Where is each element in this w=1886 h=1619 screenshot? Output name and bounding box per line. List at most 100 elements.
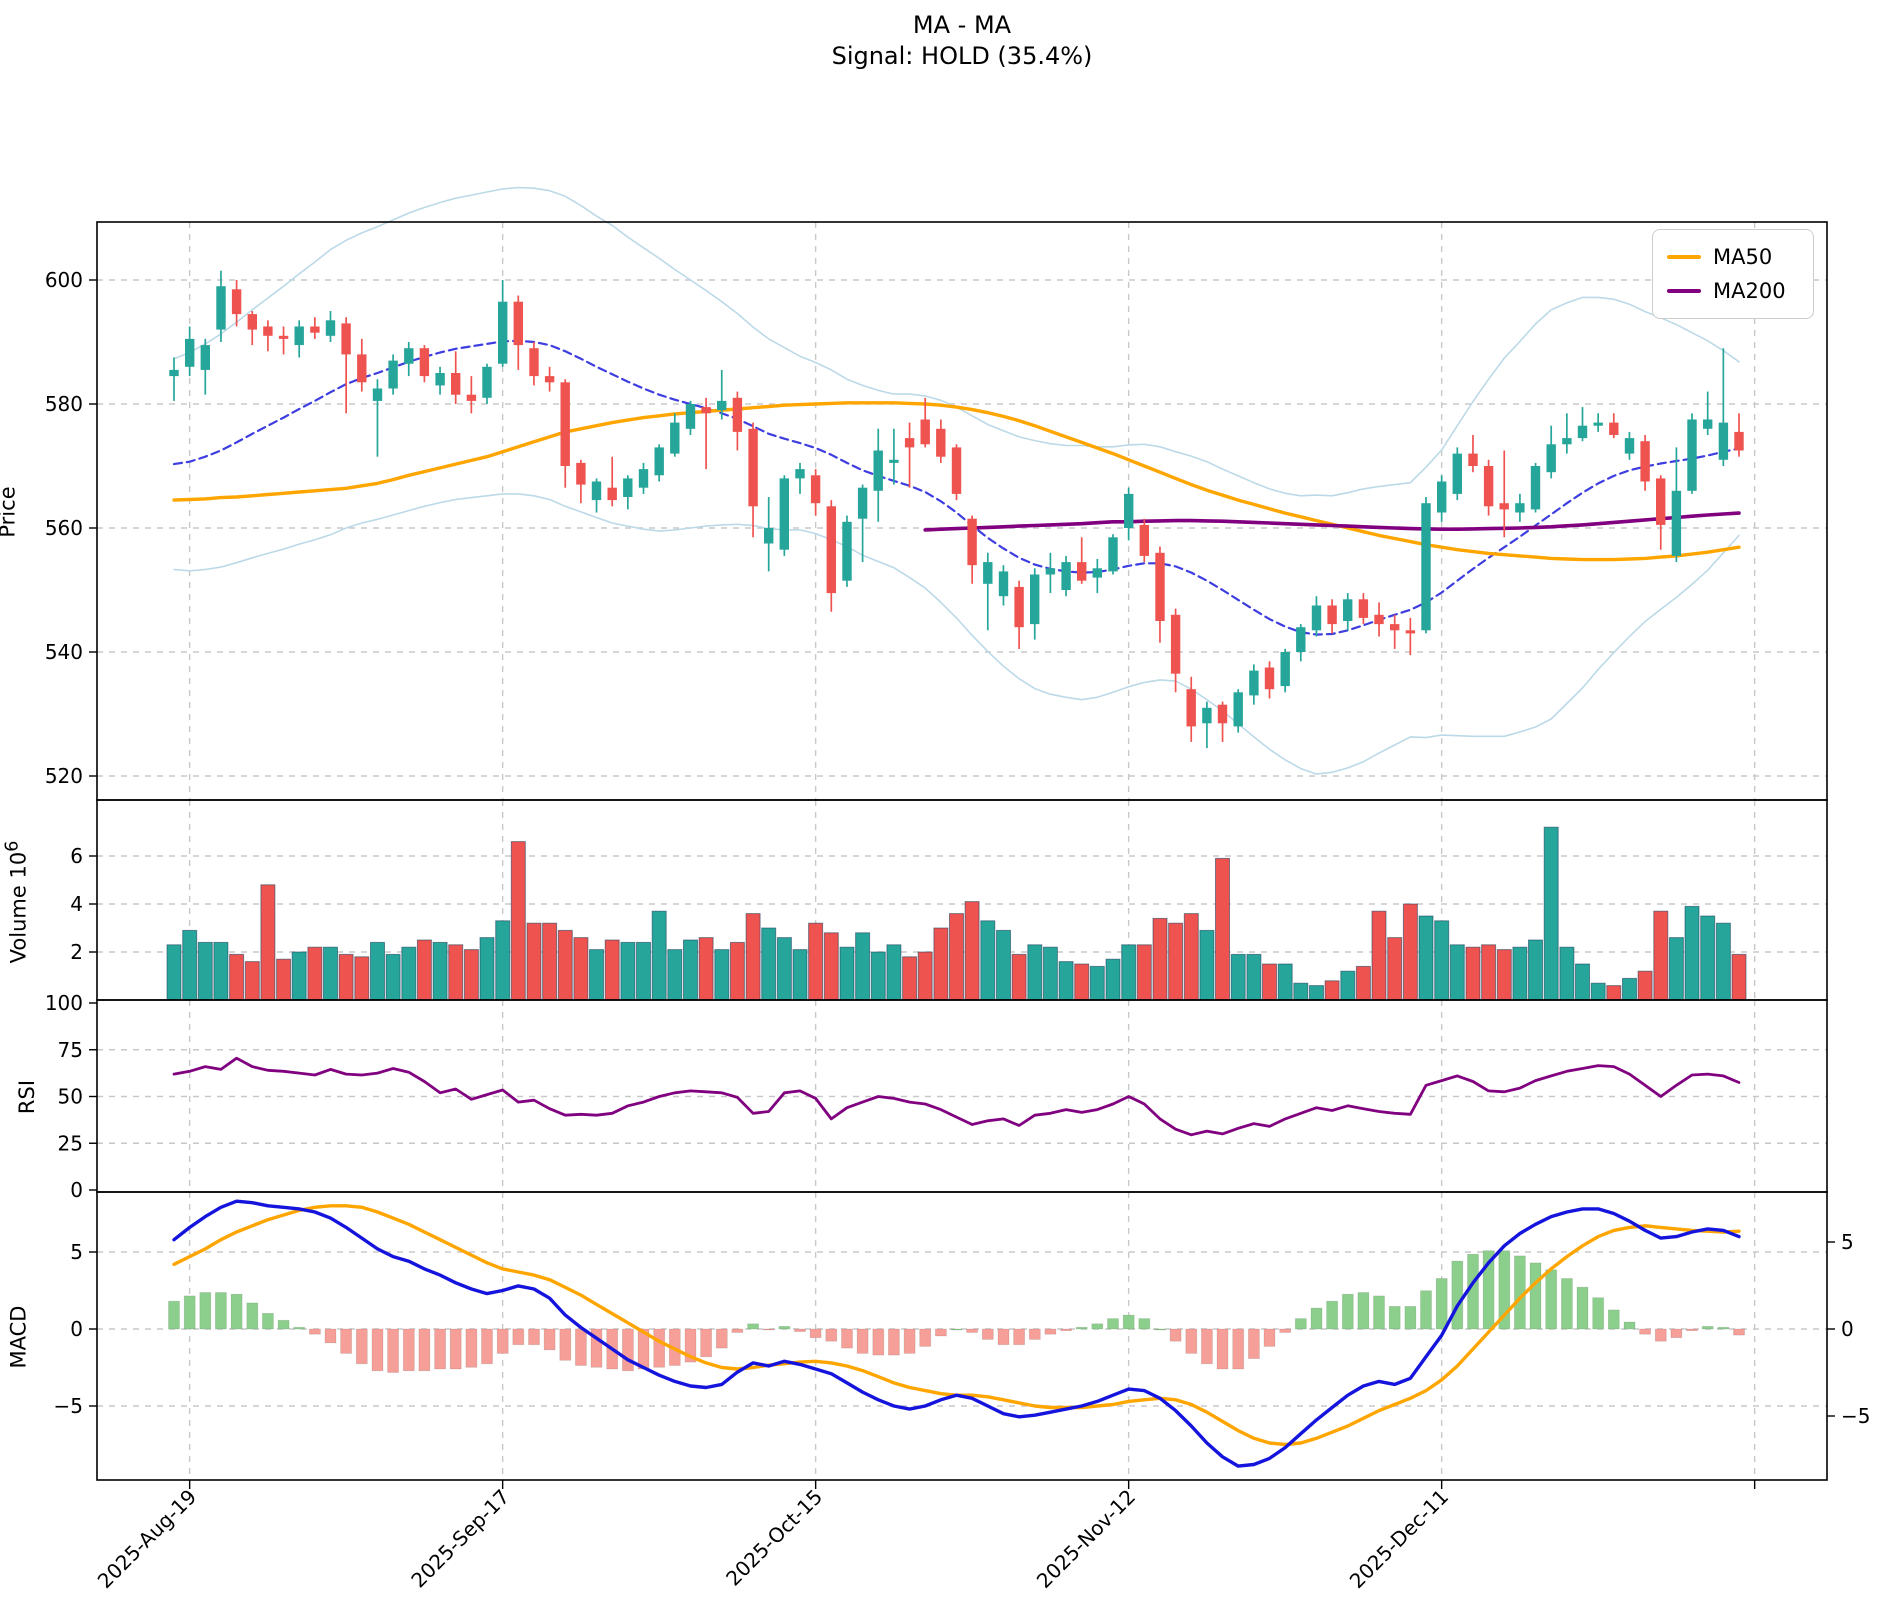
candle-body xyxy=(544,376,555,383)
volume-bar xyxy=(166,944,182,1001)
volume-bar xyxy=(1371,910,1387,1001)
volume-bar xyxy=(276,958,292,1001)
volume-bar xyxy=(1543,826,1559,1001)
candle-body xyxy=(1593,422,1603,426)
candle-body xyxy=(873,450,883,491)
volume-bar xyxy=(1402,903,1418,1001)
svg-text:600: 600 xyxy=(45,268,83,292)
macd-hist-bar xyxy=(872,1328,885,1356)
candle-body xyxy=(404,348,414,364)
volume-bar xyxy=(1387,937,1403,1001)
macd-hist-bar xyxy=(1592,1297,1605,1330)
candle-body xyxy=(701,407,711,414)
price-axis-label: Price xyxy=(0,486,20,538)
candle-body xyxy=(263,326,273,336)
volume-bar xyxy=(1434,920,1450,1001)
macd-hist-bar xyxy=(277,1319,290,1330)
volume-bar xyxy=(1340,970,1356,1001)
rsi-axis-label: RSI xyxy=(15,1079,40,1115)
macd-hist-bar xyxy=(1028,1328,1041,1340)
volume-bar xyxy=(1136,944,1152,1001)
macd-hist-bar xyxy=(183,1295,196,1330)
macd-hist-bar xyxy=(794,1328,806,1332)
volume-bar xyxy=(870,951,886,1001)
candle-body xyxy=(498,301,508,364)
macd-hist-bar xyxy=(1576,1286,1589,1330)
volume-bar xyxy=(1668,937,1684,1001)
volume-bar xyxy=(1512,946,1528,1001)
macd-hist-bar xyxy=(762,1328,775,1331)
ma50-line xyxy=(172,401,1741,562)
macd-hist-bar xyxy=(340,1328,353,1354)
macd-hist-bar xyxy=(825,1328,838,1342)
candle-body xyxy=(1390,624,1400,631)
macd-hist-bar xyxy=(1733,1328,1745,1336)
candle-body xyxy=(1061,562,1071,590)
macd-hist-bar xyxy=(684,1328,697,1363)
volume-bar xyxy=(1183,913,1199,1001)
macd-hist-bar xyxy=(1294,1318,1307,1330)
volume-bar xyxy=(432,941,448,1001)
macd-hist-bar xyxy=(1561,1278,1573,1330)
volume-bar xyxy=(667,949,683,1001)
macd-hist-bar xyxy=(168,1300,180,1330)
volume-bar xyxy=(980,920,996,1001)
candle-body xyxy=(419,348,430,377)
volume-bar xyxy=(307,946,323,1001)
svg-text:2: 2 xyxy=(70,940,83,964)
candle-body xyxy=(1624,438,1635,454)
candle-body xyxy=(1499,503,1509,510)
svg-text:2025-Sep-17: 2025-Sep-17 xyxy=(406,1485,514,1593)
candle-body xyxy=(325,320,336,336)
macd-hist-bar xyxy=(1404,1306,1417,1330)
macd-hist-bar xyxy=(1044,1328,1057,1335)
volume-bar xyxy=(510,841,526,1001)
macd-line xyxy=(172,1199,1741,1468)
candle-body xyxy=(748,428,758,507)
volume-bar xyxy=(1528,939,1543,1001)
volume-bar xyxy=(855,932,871,1001)
volume-bar xyxy=(370,941,385,1001)
macd-hist-bar xyxy=(324,1328,337,1344)
candle-body xyxy=(372,388,383,401)
candle-body xyxy=(216,286,226,330)
macd-hist-bar xyxy=(528,1328,540,1346)
candle-body xyxy=(967,518,977,566)
candle-body xyxy=(1343,599,1353,621)
volume-bar xyxy=(917,951,933,1001)
candle-body xyxy=(1515,503,1525,513)
macd-hist-bar xyxy=(1701,1326,1714,1330)
chart-title: MA - MA xyxy=(912,11,1012,39)
volume-bar xyxy=(291,951,307,1001)
candle-body xyxy=(247,314,257,330)
macd-hist-bar xyxy=(841,1328,853,1349)
macd-hist-bar xyxy=(1107,1318,1119,1330)
volume-bar xyxy=(1215,857,1230,1001)
macd-hist-bar xyxy=(935,1328,947,1337)
volume-bar xyxy=(1590,982,1606,1001)
candle-body xyxy=(717,400,727,411)
candle-body xyxy=(654,447,664,476)
volume-bar xyxy=(463,949,479,1001)
candle-body xyxy=(169,369,179,377)
macd-hist-bar xyxy=(512,1328,525,1346)
macd-hist-bar xyxy=(214,1292,227,1330)
candle-body xyxy=(732,397,743,432)
volume-bar xyxy=(1058,961,1074,1001)
volume-bar xyxy=(933,927,949,1001)
macd-hist-bar xyxy=(1545,1269,1558,1330)
candle-body xyxy=(1452,453,1462,494)
volume-bar xyxy=(823,932,839,1001)
volume-bar xyxy=(1105,958,1121,1001)
candle-body xyxy=(826,506,836,594)
candle-body xyxy=(623,478,633,497)
macd-hist-bar xyxy=(778,1326,791,1330)
volume-bar xyxy=(1121,944,1137,1001)
volume-bar xyxy=(1622,977,1637,1001)
candle-body xyxy=(388,360,398,389)
candle-body xyxy=(1421,503,1431,631)
volume-bar xyxy=(1042,946,1058,1001)
macd-hist-bar xyxy=(1201,1328,1213,1365)
volume-bar xyxy=(1684,905,1700,1001)
candle-body xyxy=(1671,490,1682,556)
